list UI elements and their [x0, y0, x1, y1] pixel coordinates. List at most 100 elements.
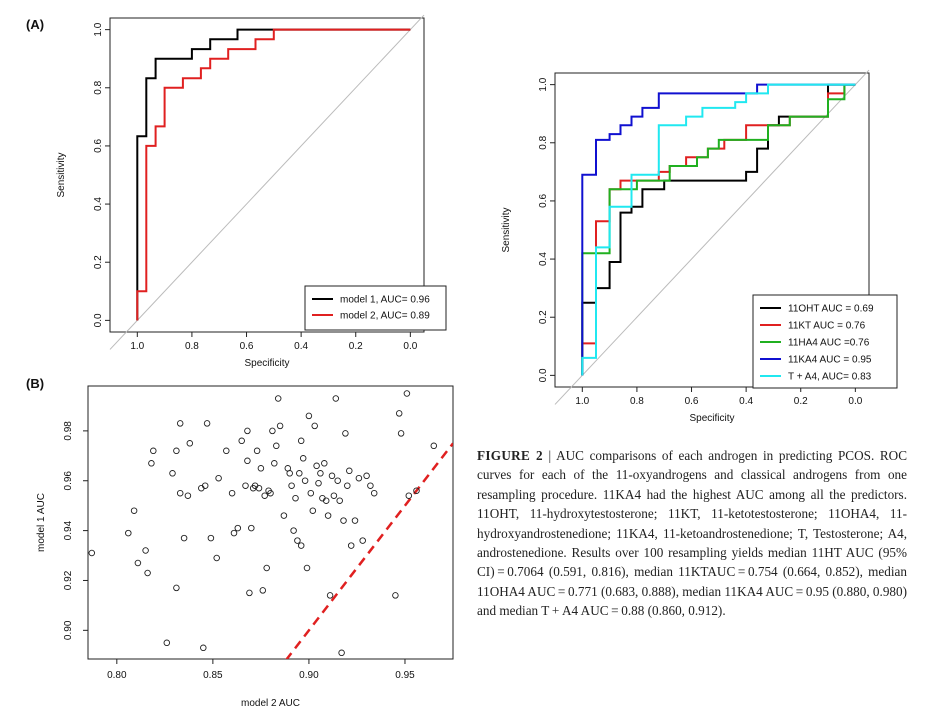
- scatter-point-86: [355, 474, 363, 482]
- scatter-point-44: [269, 427, 276, 435]
- x-tick-label-a-2: 0.6: [240, 341, 254, 352]
- panel-a-label: (A): [26, 17, 45, 32]
- x-tick-label-b-0: 0.80: [107, 670, 127, 681]
- scatter-point-55: [294, 537, 301, 544]
- scatter-point-95: [405, 492, 413, 499]
- scatter-point-90: [370, 489, 378, 497]
- scatter-point-4: [142, 547, 149, 554]
- scatter-point-14: [180, 534, 188, 542]
- scatter-point-73: [326, 592, 334, 599]
- legend-label-c-0: 11OHT AUC = 0.69: [788, 304, 874, 315]
- x-tick-label-c-1: 0.8: [630, 396, 644, 407]
- scatter-point-79: [338, 649, 345, 657]
- scatter-point-0: [88, 549, 96, 557]
- y-tick-label-a-1: 0.2: [93, 255, 104, 269]
- x-tick-label-b-3: 0.95: [395, 670, 415, 681]
- scatter-point-77: [334, 477, 341, 484]
- scatter-point-88: [363, 472, 370, 480]
- scatter-point-21: [207, 534, 215, 542]
- y-tick-label-a-5: 1.0: [93, 22, 104, 36]
- scatter-point-30: [244, 427, 251, 435]
- scatter-point-1: [125, 529, 132, 537]
- scatter-point-84: [347, 542, 355, 549]
- panel-b-label: (B): [26, 376, 45, 391]
- legend-box-a: [304, 285, 447, 331]
- roc-curve-a-0: [136, 28, 411, 321]
- y-tick-label-b-0: 0.90: [63, 620, 74, 640]
- y-tick-label-a-3: 0.6: [93, 139, 104, 153]
- scatter-point-92: [395, 410, 403, 417]
- scatter-point-72: [324, 512, 332, 519]
- y-tick-label-a-4: 0.8: [93, 80, 104, 94]
- scatter-point-64: [309, 507, 317, 514]
- y-tick-label-c-4: 0.8: [538, 135, 549, 149]
- x-axis-label-c: Specificity: [689, 413, 734, 424]
- caption-figure-number: FIGURE 2: [477, 448, 543, 463]
- scatter-point-8: [163, 639, 171, 647]
- y-tick-label-c-3: 0.6: [538, 194, 549, 208]
- scatter-point-94: [403, 390, 411, 397]
- scatter-point-25: [228, 489, 236, 497]
- scatter-point-66: [313, 462, 320, 470]
- scatter-point-85: [351, 517, 359, 524]
- scatter-point-57: [297, 437, 305, 445]
- x-tick-label-c-3: 0.4: [739, 396, 753, 407]
- scatter-point-31: [244, 457, 251, 465]
- scatter-point-36: [253, 447, 261, 455]
- scatter-point-87: [359, 537, 366, 544]
- roc-curve-c-2: [581, 83, 856, 376]
- x-tick-label-b-2: 0.90: [299, 670, 319, 681]
- scatter-point-26: [230, 529, 238, 537]
- scatter-point-80: [340, 517, 347, 524]
- plot-frame-a: [109, 17, 425, 333]
- scatter-point-11: [173, 447, 180, 455]
- scatter-point-6: [148, 460, 155, 467]
- scatter-point-67: [315, 479, 322, 487]
- scatter-point-13: [176, 489, 184, 497]
- y-axis-label-c: Sensitivity: [501, 207, 512, 252]
- scatter-point-68: [317, 470, 324, 477]
- scatter-point-27: [234, 524, 242, 532]
- scatter-point-41: [263, 564, 270, 572]
- scatter-point-49: [280, 512, 288, 519]
- scatter-point-33: [248, 524, 255, 532]
- scatter-point-3: [134, 559, 142, 567]
- scatter-point-32: [246, 589, 253, 597]
- x-tick-label-c-5: 0.0: [848, 396, 862, 407]
- scatter-point-96: [413, 487, 420, 494]
- x-tick-label-a-1: 0.8: [185, 341, 199, 352]
- y-tick-label-b-4: 0.98: [63, 421, 74, 441]
- scatter-point-62: [305, 412, 313, 420]
- scatter-point-63: [307, 489, 315, 497]
- y-tick-label-b-2: 0.94: [63, 520, 74, 540]
- x-axis-label-b: model 2 AUC: [241, 698, 300, 709]
- y-axis-label-b: model 1 AUC: [36, 493, 47, 552]
- scatter-point-19: [201, 482, 209, 489]
- scatter-point-76: [332, 395, 340, 402]
- scatter-point-91: [392, 592, 399, 599]
- x-tick-label-a-0: 1.0: [130, 341, 144, 352]
- equality-line: [285, 442, 453, 659]
- scatter-point-56: [296, 470, 303, 477]
- roc-curve-a-1: [136, 28, 411, 321]
- legend-label-c-2: 11HA4 AUC =0.76: [788, 338, 870, 349]
- roc-curve-c-3: [581, 83, 856, 376]
- scatter-point-23: [215, 474, 222, 482]
- scatter-point-22: [213, 554, 220, 562]
- scatter-point-16: [186, 440, 194, 447]
- x-tick-label-a-4: 0.2: [349, 341, 363, 352]
- scatter-point-93: [397, 430, 405, 437]
- scatter-point-71: [322, 497, 330, 504]
- scatter-point-20: [203, 420, 211, 427]
- scatter-point-46: [273, 442, 280, 450]
- x-tick-label-c-0: 1.0: [575, 396, 589, 407]
- y-axis-label-a: Sensitivity: [56, 152, 67, 197]
- y-tick-label-c-5: 1.0: [538, 77, 549, 91]
- scatter-point-43: [267, 489, 274, 497]
- scatter-point-48: [276, 422, 284, 430]
- x-tick-label-a-3: 0.4: [294, 341, 308, 352]
- scatter-point-97: [430, 442, 438, 450]
- scatter-point-54: [292, 494, 299, 502]
- scatter-point-89: [367, 482, 374, 489]
